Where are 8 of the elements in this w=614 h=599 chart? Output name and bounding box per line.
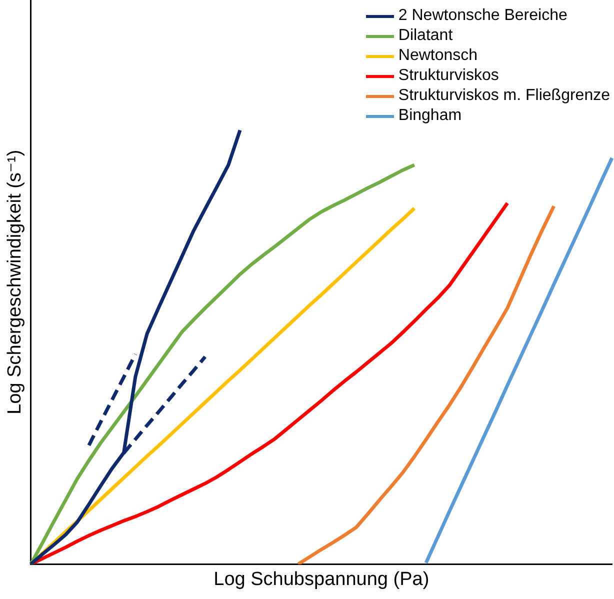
legend-label: Dilatant xyxy=(398,26,453,46)
legend-label: Newtonsch xyxy=(398,46,478,66)
legend-label: Strukturviskos xyxy=(398,66,499,86)
y-axis-title: Log Schergeschwindigkeit (s⁻¹) xyxy=(4,150,26,414)
legend-label: Bingham xyxy=(398,106,462,126)
x-axis-title: Log Schubspannung (Pa) xyxy=(214,568,430,590)
legend-label: Strukturviskos m. Fließgrenze xyxy=(398,86,610,106)
legend-label: 2 Newtonsche Bereiche xyxy=(398,6,568,26)
